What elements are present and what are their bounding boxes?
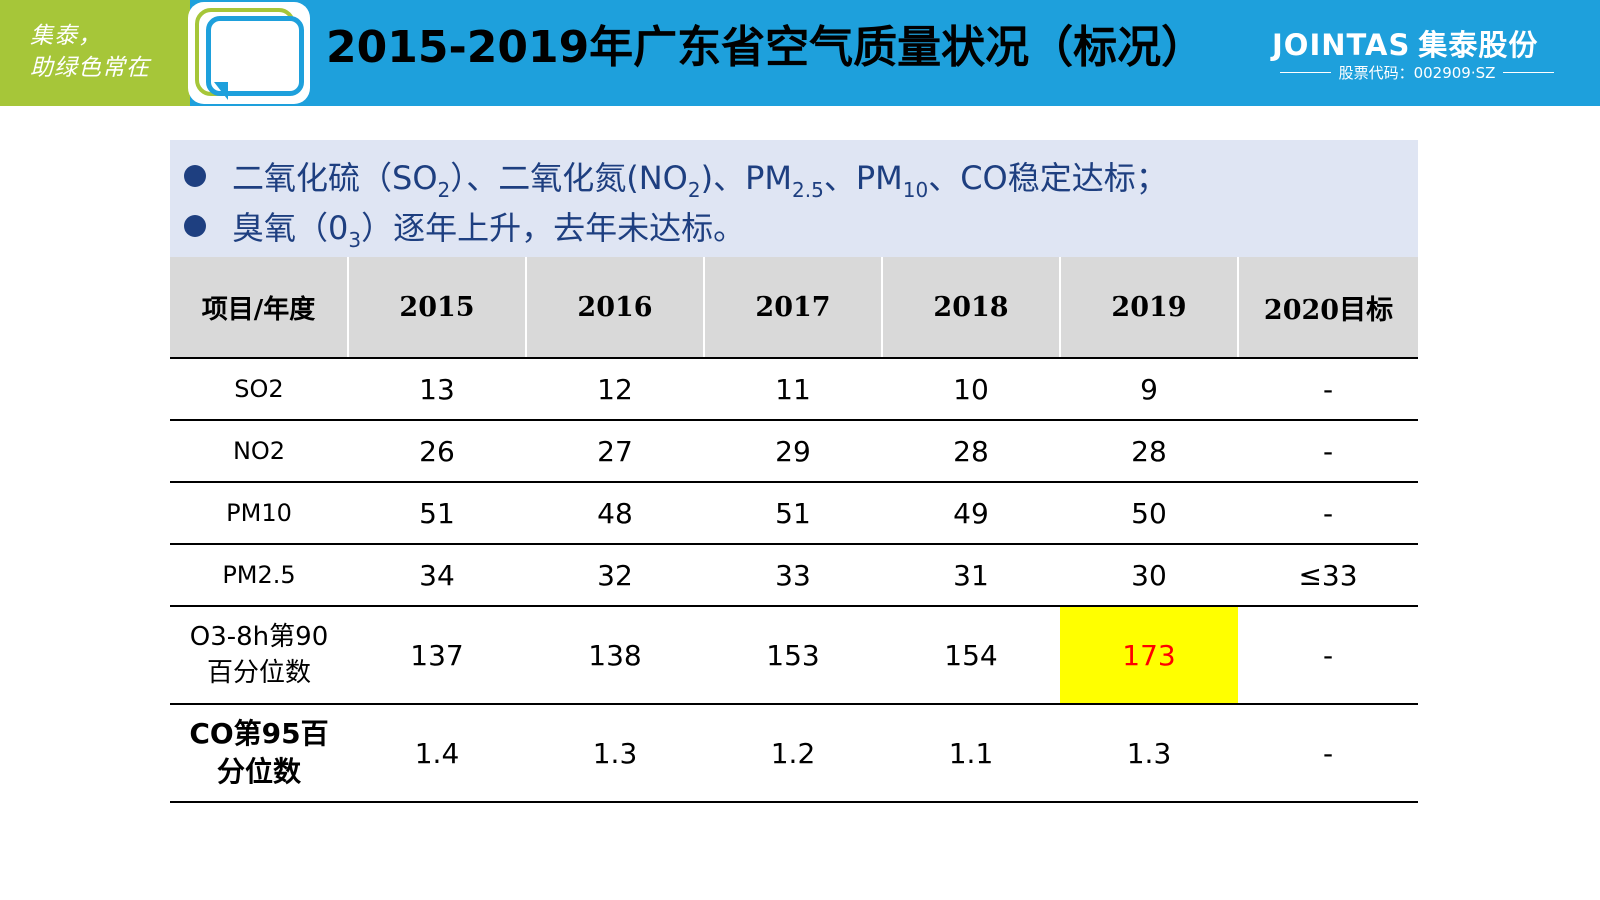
table-row: NO2 26 27 29 28 28 - xyxy=(170,420,1418,483)
table-header-row: 项目/年度 2015 2016 2017 2018 2019 2020目标 xyxy=(170,257,1418,359)
table-cell: 10 xyxy=(882,358,1060,421)
column-header: 2019 xyxy=(1059,257,1238,359)
table-cell: 11 xyxy=(704,358,882,421)
table-cell: 29 xyxy=(704,420,882,483)
highlighted-cell: 173 xyxy=(1060,606,1238,705)
column-header: 2020目标 xyxy=(1237,257,1418,359)
table-cell: - xyxy=(1238,704,1418,803)
row-label: CO第95百 分位数 xyxy=(170,704,348,803)
row-label: SO2 xyxy=(170,358,348,421)
page-title: 2015-2019年广东省空气质量状况（标况） xyxy=(326,22,1206,73)
bullet-text: 二氧化硫（SO2）、二氧化氮(NO2)、PM2.5、PM10、CO稳定达标； xyxy=(232,159,1168,202)
table-cell: 154 xyxy=(882,606,1060,705)
bullet-item: 二氧化硫（SO2）、二氧化氮(NO2)、PM2.5、PM10、CO稳定达标； xyxy=(184,152,1168,200)
row-label: O3-8h第90 百分位数 xyxy=(170,606,348,705)
table-cell: 138 xyxy=(526,606,704,705)
row-label: PM10 xyxy=(170,482,348,545)
table-cell: 1.2 xyxy=(704,704,882,803)
slogan-line-2: 助绿色常在 xyxy=(30,55,150,81)
brand-name-cn: 集泰股份 xyxy=(1418,28,1539,62)
column-header: 项目/年度 xyxy=(170,257,348,359)
table-cell: 137 xyxy=(348,606,526,705)
slogan-text: 集泰， 助绿色常在 xyxy=(30,20,180,84)
column-header: 2018 xyxy=(881,257,1060,359)
speech-bubble-icon xyxy=(188,2,310,104)
column-header: 2016 xyxy=(525,257,704,359)
stock-code-line: 股票代码：002909·SZ xyxy=(1272,62,1562,82)
header-bar: 集泰， 助绿色常在 2015-2019年广东省空气质量状况（标况） JOINTA… xyxy=(0,0,1600,106)
air-quality-table: 项目/年度 2015 2016 2017 2018 2019 2020目标 SO… xyxy=(170,257,1418,803)
table-cell: 28 xyxy=(1060,420,1238,483)
row-label: PM2.5 xyxy=(170,544,348,607)
table-cell: ≤33 xyxy=(1238,544,1418,607)
bullet-item: 臭氧（03）逐年上升，去年未达标。 xyxy=(184,202,745,250)
bullet-text: 臭氧（03）逐年上升，去年未达标。 xyxy=(232,209,746,252)
table-cell: - xyxy=(1238,606,1418,705)
table-cell: 28 xyxy=(882,420,1060,483)
slogan-line-1: 集泰， xyxy=(30,23,102,49)
table-cell: 33 xyxy=(704,544,882,607)
table-cell: 49 xyxy=(882,482,1060,545)
table-cell: 1.4 xyxy=(348,704,526,803)
table-cell: 31 xyxy=(882,544,1060,607)
table-cell: - xyxy=(1238,420,1418,483)
table-cell: - xyxy=(1238,358,1418,421)
table-cell: - xyxy=(1238,482,1418,545)
table-cell: 50 xyxy=(1060,482,1238,545)
table-cell: 153 xyxy=(704,606,882,705)
table-cell: 1.3 xyxy=(526,704,704,803)
divider xyxy=(1280,71,1331,73)
table-cell: 32 xyxy=(526,544,704,607)
table-row: PM2.5 34 32 33 31 30 ≤33 xyxy=(170,544,1418,607)
table-cell: 9 xyxy=(1060,358,1238,421)
row-label: NO2 xyxy=(170,420,348,483)
table-cell: 1.3 xyxy=(1060,704,1238,803)
table-cell: 27 xyxy=(526,420,704,483)
summary-bullets: 二氧化硫（SO2）、二氧化氮(NO2)、PM2.5、PM10、CO稳定达标； 臭… xyxy=(170,140,1418,257)
table-cell: 48 xyxy=(526,482,704,545)
table-cell: 51 xyxy=(704,482,882,545)
table-cell: 30 xyxy=(1060,544,1238,607)
column-header: 2015 xyxy=(347,257,526,359)
brand-name-en: JOINTAS xyxy=(1272,28,1411,62)
table-row: O3-8h第90 百分位数 137 138 153 154 173 - xyxy=(170,606,1418,705)
table-cell: 1.1 xyxy=(882,704,1060,803)
slogan-panel: 集泰， 助绿色常在 xyxy=(0,0,190,106)
stock-code: 股票代码：002909·SZ xyxy=(1338,63,1496,82)
table-row: PM10 51 48 51 49 50 - xyxy=(170,482,1418,545)
table-cell: 12 xyxy=(526,358,704,421)
column-header: 2017 xyxy=(703,257,882,359)
company-logo: JOINTAS 集泰股份 xyxy=(1272,22,1572,64)
table-cell: 13 xyxy=(348,358,526,421)
table-cell: 51 xyxy=(348,482,526,545)
table-row: SO2 13 12 11 10 9 - xyxy=(170,358,1418,421)
bullet-dot-icon xyxy=(184,165,206,187)
bullet-dot-icon xyxy=(184,215,206,237)
table-cell: 34 xyxy=(348,544,526,607)
table-cell: 26 xyxy=(348,420,526,483)
table-row: CO第95百 分位数 1.4 1.3 1.2 1.1 1.3 - xyxy=(170,704,1418,803)
divider xyxy=(1503,71,1555,73)
